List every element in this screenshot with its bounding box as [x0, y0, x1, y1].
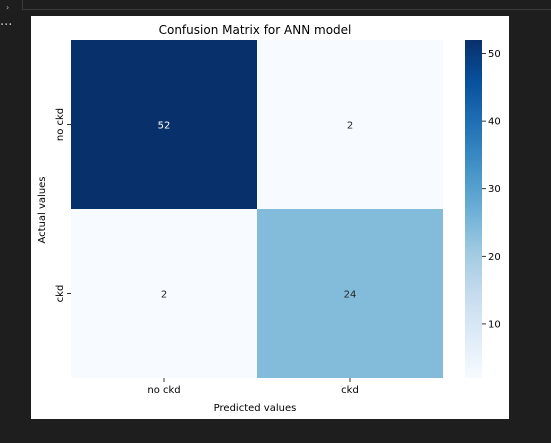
cell-output-header [22, 0, 551, 10]
y-tick-label: ckd [55, 285, 66, 303]
heatmap-cell [71, 40, 257, 209]
y-axis-label: Actual values [37, 176, 48, 243]
output-ellipsis[interactable]: ... [0, 14, 13, 29]
heatmap-cell [257, 40, 443, 209]
cell-value: 24 [344, 290, 357, 301]
x-tick-label: no ckd [147, 385, 180, 396]
colorbar-tick-label: 10 [488, 319, 501, 330]
cell-value: 2 [161, 290, 167, 301]
heatmap-cell [257, 209, 443, 378]
chevron-right-icon[interactable]: › [6, 3, 10, 12]
cell-value: 52 [158, 121, 171, 132]
colorbar-tick-label: 30 [488, 184, 501, 195]
colorbar [465, 40, 482, 378]
heatmap-cell [71, 209, 257, 378]
chart-title: Confusion Matrix for ANN model [159, 23, 352, 37]
colorbar-tick-label: 20 [488, 252, 501, 263]
confusion-matrix-chart: Confusion Matrix for ANN model 52 2 2 24 no… [37, 23, 501, 414]
x-tick-label: ckd [341, 385, 359, 396]
chart-figure: Confusion Matrix for ANN model 52 2 2 24 no… [31, 16, 509, 419]
y-tick-label: no ckd [55, 108, 66, 141]
cell-value: 2 [347, 121, 353, 132]
colorbar-tick-label: 40 [488, 117, 501, 128]
colorbar-tick-label: 50 [488, 49, 501, 60]
x-axis-label: Predicted values [214, 403, 297, 414]
